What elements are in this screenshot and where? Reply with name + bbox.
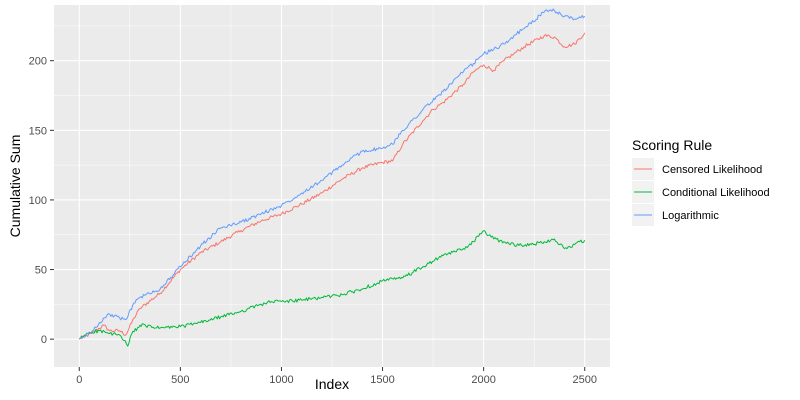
y-tick-label: 50 xyxy=(35,265,47,277)
series-line-conditional-likelihood xyxy=(78,230,586,347)
legend-label: Conditional Likelihood xyxy=(662,187,770,199)
legend: Scoring Rule Censored Likelihood Conditio… xyxy=(632,137,770,226)
x-tick-label: 500 xyxy=(171,374,189,386)
x-tick-label: 0 xyxy=(76,374,82,386)
x-tick-label: 2000 xyxy=(471,374,495,386)
x-tick-label: 1500 xyxy=(370,374,394,386)
legend-title: Scoring Rule xyxy=(632,137,712,153)
y-tick-label: 150 xyxy=(29,125,47,137)
major-grid xyxy=(54,5,610,367)
y-tick-label: 200 xyxy=(29,56,47,68)
series-line-censored-likelihood xyxy=(78,32,586,340)
series-line-logarithmic xyxy=(78,8,586,340)
y-tick-label: 100 xyxy=(29,195,47,207)
y-tick-label: 0 xyxy=(41,334,47,346)
x-tick-label: 1000 xyxy=(269,374,293,386)
x-axis-title: Index xyxy=(315,376,349,392)
series-layer xyxy=(78,8,586,347)
x-tick-label: 2500 xyxy=(572,374,596,386)
x-axis: 0 500 1000 1500 2000 2500 xyxy=(76,367,597,386)
y-axis-title: Cumulative Sum xyxy=(7,135,23,238)
legend-label: Censored Likelihood xyxy=(662,164,762,176)
legend-label: Logarithmic xyxy=(662,210,719,222)
y-axis: 0 50 100 150 200 xyxy=(29,56,54,346)
